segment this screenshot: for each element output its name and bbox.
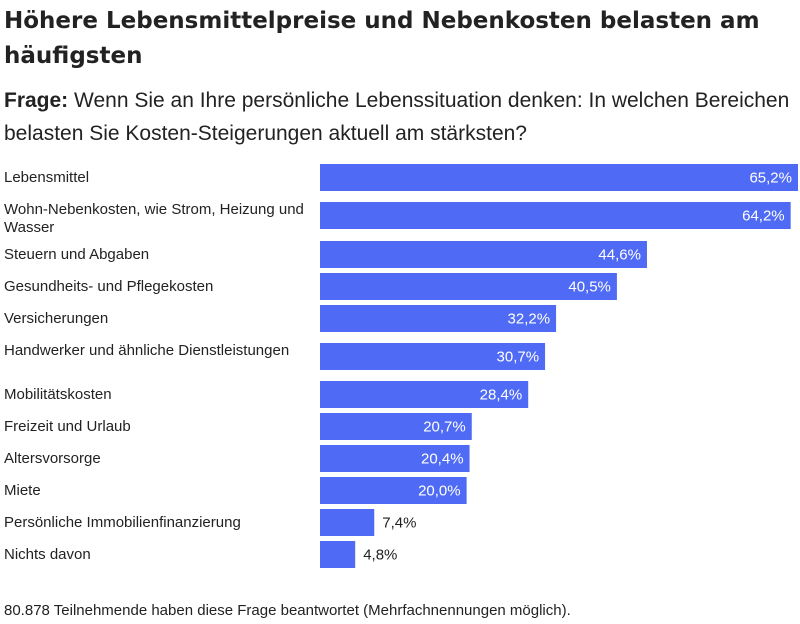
category-label: Versicherungen <box>4 309 109 327</box>
bar <box>320 305 557 332</box>
data-label: 64,2% <box>742 208 785 225</box>
question-body: Wenn Sie an Ihre persönliche Lebenssitua… <box>4 89 790 145</box>
chart-title: Höhere Lebensmittelpreise und Nebenkoste… <box>4 8 760 69</box>
bar <box>320 541 356 568</box>
category-label: Miete <box>4 481 41 499</box>
data-label: 28,4% <box>480 387 523 404</box>
category-label: Altersvorsorge <box>4 449 101 467</box>
category-label: Lebensmittel <box>4 168 90 186</box>
data-label: 4,8% <box>363 547 397 564</box>
category-label: Persönliche Immobilienfinanzierung <box>4 513 241 531</box>
bar <box>320 343 546 370</box>
bar <box>320 273 617 300</box>
bar <box>320 164 798 191</box>
question-prefix: Frage: <box>4 89 69 112</box>
bar <box>320 445 470 472</box>
data-label: 20,7% <box>423 419 466 436</box>
bar <box>320 509 375 536</box>
data-label: 20,4% <box>421 451 464 468</box>
bar <box>320 413 472 440</box>
data-label: 20,0% <box>418 483 461 500</box>
bar <box>320 241 647 268</box>
data-label: 7,4% <box>382 515 416 532</box>
data-label: 40,5% <box>568 279 611 296</box>
bar-chart: 65,2% 64,2% 44,6% 40,5% 32,2% 30,7% 28,4% 20,7%… <box>320 164 798 568</box>
category-label: Steuern und Abgaben <box>4 245 150 263</box>
data-label: 65,2% <box>749 170 792 187</box>
data-label: 30,7% <box>497 349 540 366</box>
category-label: Mobilitätskosten <box>4 385 112 403</box>
question-text: Frage: Wenn Sie an Ihre persönliche Lebe… <box>4 84 794 150</box>
category-label: Wohn-Nebenkosten, wie Strom, Heizung und… <box>4 201 304 236</box>
category-label: Nichts davon <box>4 545 91 563</box>
data-label: 44,6% <box>598 247 641 264</box>
category-label: Gesundheits- und Pflegekosten <box>4 277 214 295</box>
bar <box>320 202 791 229</box>
bar <box>320 381 529 408</box>
category-label: Freizeit und Urlaub <box>4 417 131 435</box>
bar <box>320 477 467 504</box>
category-label: Handwerker und ähnliche Dienstleistungen <box>4 342 290 359</box>
footnote: 80.878 Teilnehmende haben diese Frage be… <box>4 602 571 619</box>
data-label: 32,2% <box>508 311 551 328</box>
